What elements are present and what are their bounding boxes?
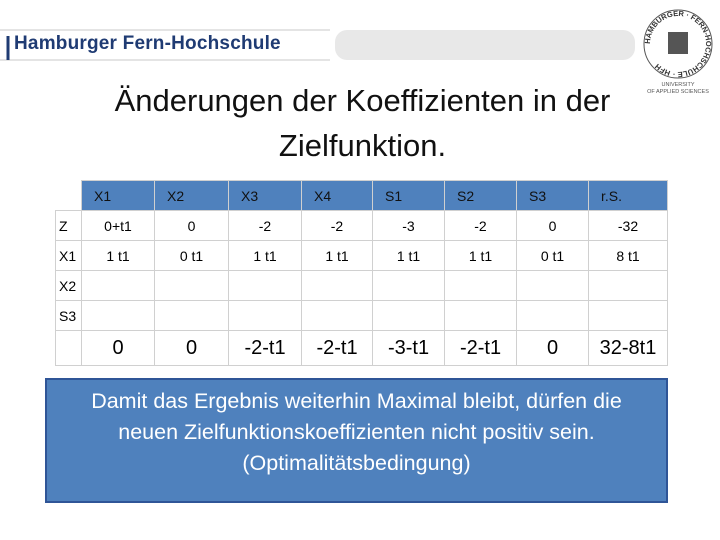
- row: X1 1 t1 0 t1 1 t1 1 t1 1 t1 1 t1 0 t1 8 t1: [55, 240, 668, 271]
- cell: -2-t1: [444, 330, 517, 366]
- cell: -2: [228, 210, 302, 241]
- row: 0 0 -2-t1 -2-t1 -3-t1 -2-t1 0 32-8t1: [55, 330, 668, 366]
- cell: [301, 300, 373, 331]
- cell: 0: [154, 330, 229, 366]
- logo-sub: OF APPLIED SCIENCES: [647, 89, 709, 95]
- cell: [228, 300, 302, 331]
- column-header: X4: [301, 180, 373, 211]
- brand: Hamburger Fern-Hochschule: [14, 33, 281, 54]
- cell: 0: [81, 330, 155, 366]
- column-header: S1: [372, 180, 445, 211]
- row-label: S3: [55, 300, 82, 331]
- cell: -2: [444, 210, 517, 241]
- cell: 1 t1: [372, 240, 445, 271]
- cell: -3-t1: [372, 330, 445, 366]
- cell: 0 t1: [516, 240, 589, 271]
- cell: [228, 270, 302, 301]
- cell: 8 t1: [588, 240, 668, 271]
- row-label: X2: [55, 270, 82, 301]
- cell: -2-t1: [301, 330, 373, 366]
- logo-sub: UNIVERSITY: [661, 82, 694, 88]
- cell: [81, 270, 155, 301]
- band: [335, 30, 635, 60]
- column-header: S3: [516, 180, 589, 211]
- cell: [372, 270, 445, 301]
- cell: 1 t1: [228, 240, 302, 271]
- cell: [516, 270, 589, 301]
- cell: [444, 270, 517, 301]
- row: X2: [55, 270, 668, 301]
- cell: -2: [301, 210, 373, 241]
- corner: [55, 180, 82, 211]
- cell: [81, 300, 155, 331]
- row-label: X1: [55, 240, 82, 271]
- cell: [588, 270, 668, 301]
- header: HAMBURGER · FERN-HOCHSCHULE · HFH UNIVER…: [0, 9, 713, 95]
- title: Änderungen der Koeffizienten in der Ziel…: [114, 83, 611, 163]
- cell: [516, 300, 589, 331]
- cell: [444, 300, 517, 331]
- table: X1 X2 X3 X4 S1 S2 S3 r.S. Z 0+t1 0 -2 -2 -3 -2 0 -32 X1 1 …: [55, 180, 668, 366]
- cell: [154, 270, 229, 301]
- row-label: [55, 330, 82, 366]
- cell: 0: [516, 210, 589, 241]
- cell: 0: [516, 330, 589, 366]
- row: Z 0+t1 0 -2 -2 -3 -2 0 -32: [55, 210, 668, 241]
- cell: 0: [154, 210, 229, 241]
- cell: [372, 300, 445, 331]
- column-header: S2: [444, 180, 517, 211]
- row: S3: [55, 300, 668, 331]
- logo-icon: [668, 32, 688, 54]
- cell: 32-8t1: [588, 330, 668, 366]
- column-header: X3: [228, 180, 302, 211]
- callout: Damit das Ergebnis weiterhin Maximal ble…: [45, 378, 668, 503]
- cell: [588, 300, 668, 331]
- cell: -32: [588, 210, 668, 241]
- cell: [154, 300, 229, 331]
- column-header: X1: [81, 180, 155, 211]
- callout-text: Damit das Ergebnis weiterhin Maximal ble…: [91, 389, 622, 475]
- header-row: X1 X2 X3 X4 S1 S2 S3 r.S.: [55, 180, 668, 211]
- cell: [301, 270, 373, 301]
- row-label: Z: [55, 210, 82, 241]
- cell: 0 t1: [154, 240, 229, 271]
- cell: 1 t1: [301, 240, 373, 271]
- cell: 1 t1: [81, 240, 155, 271]
- cell: 0+t1: [81, 210, 155, 241]
- cell: 1 t1: [444, 240, 517, 271]
- column-header: X2: [154, 180, 229, 211]
- cell: -3: [372, 210, 445, 241]
- cell: -2-t1: [228, 330, 302, 366]
- column-header: r.S.: [588, 180, 668, 211]
